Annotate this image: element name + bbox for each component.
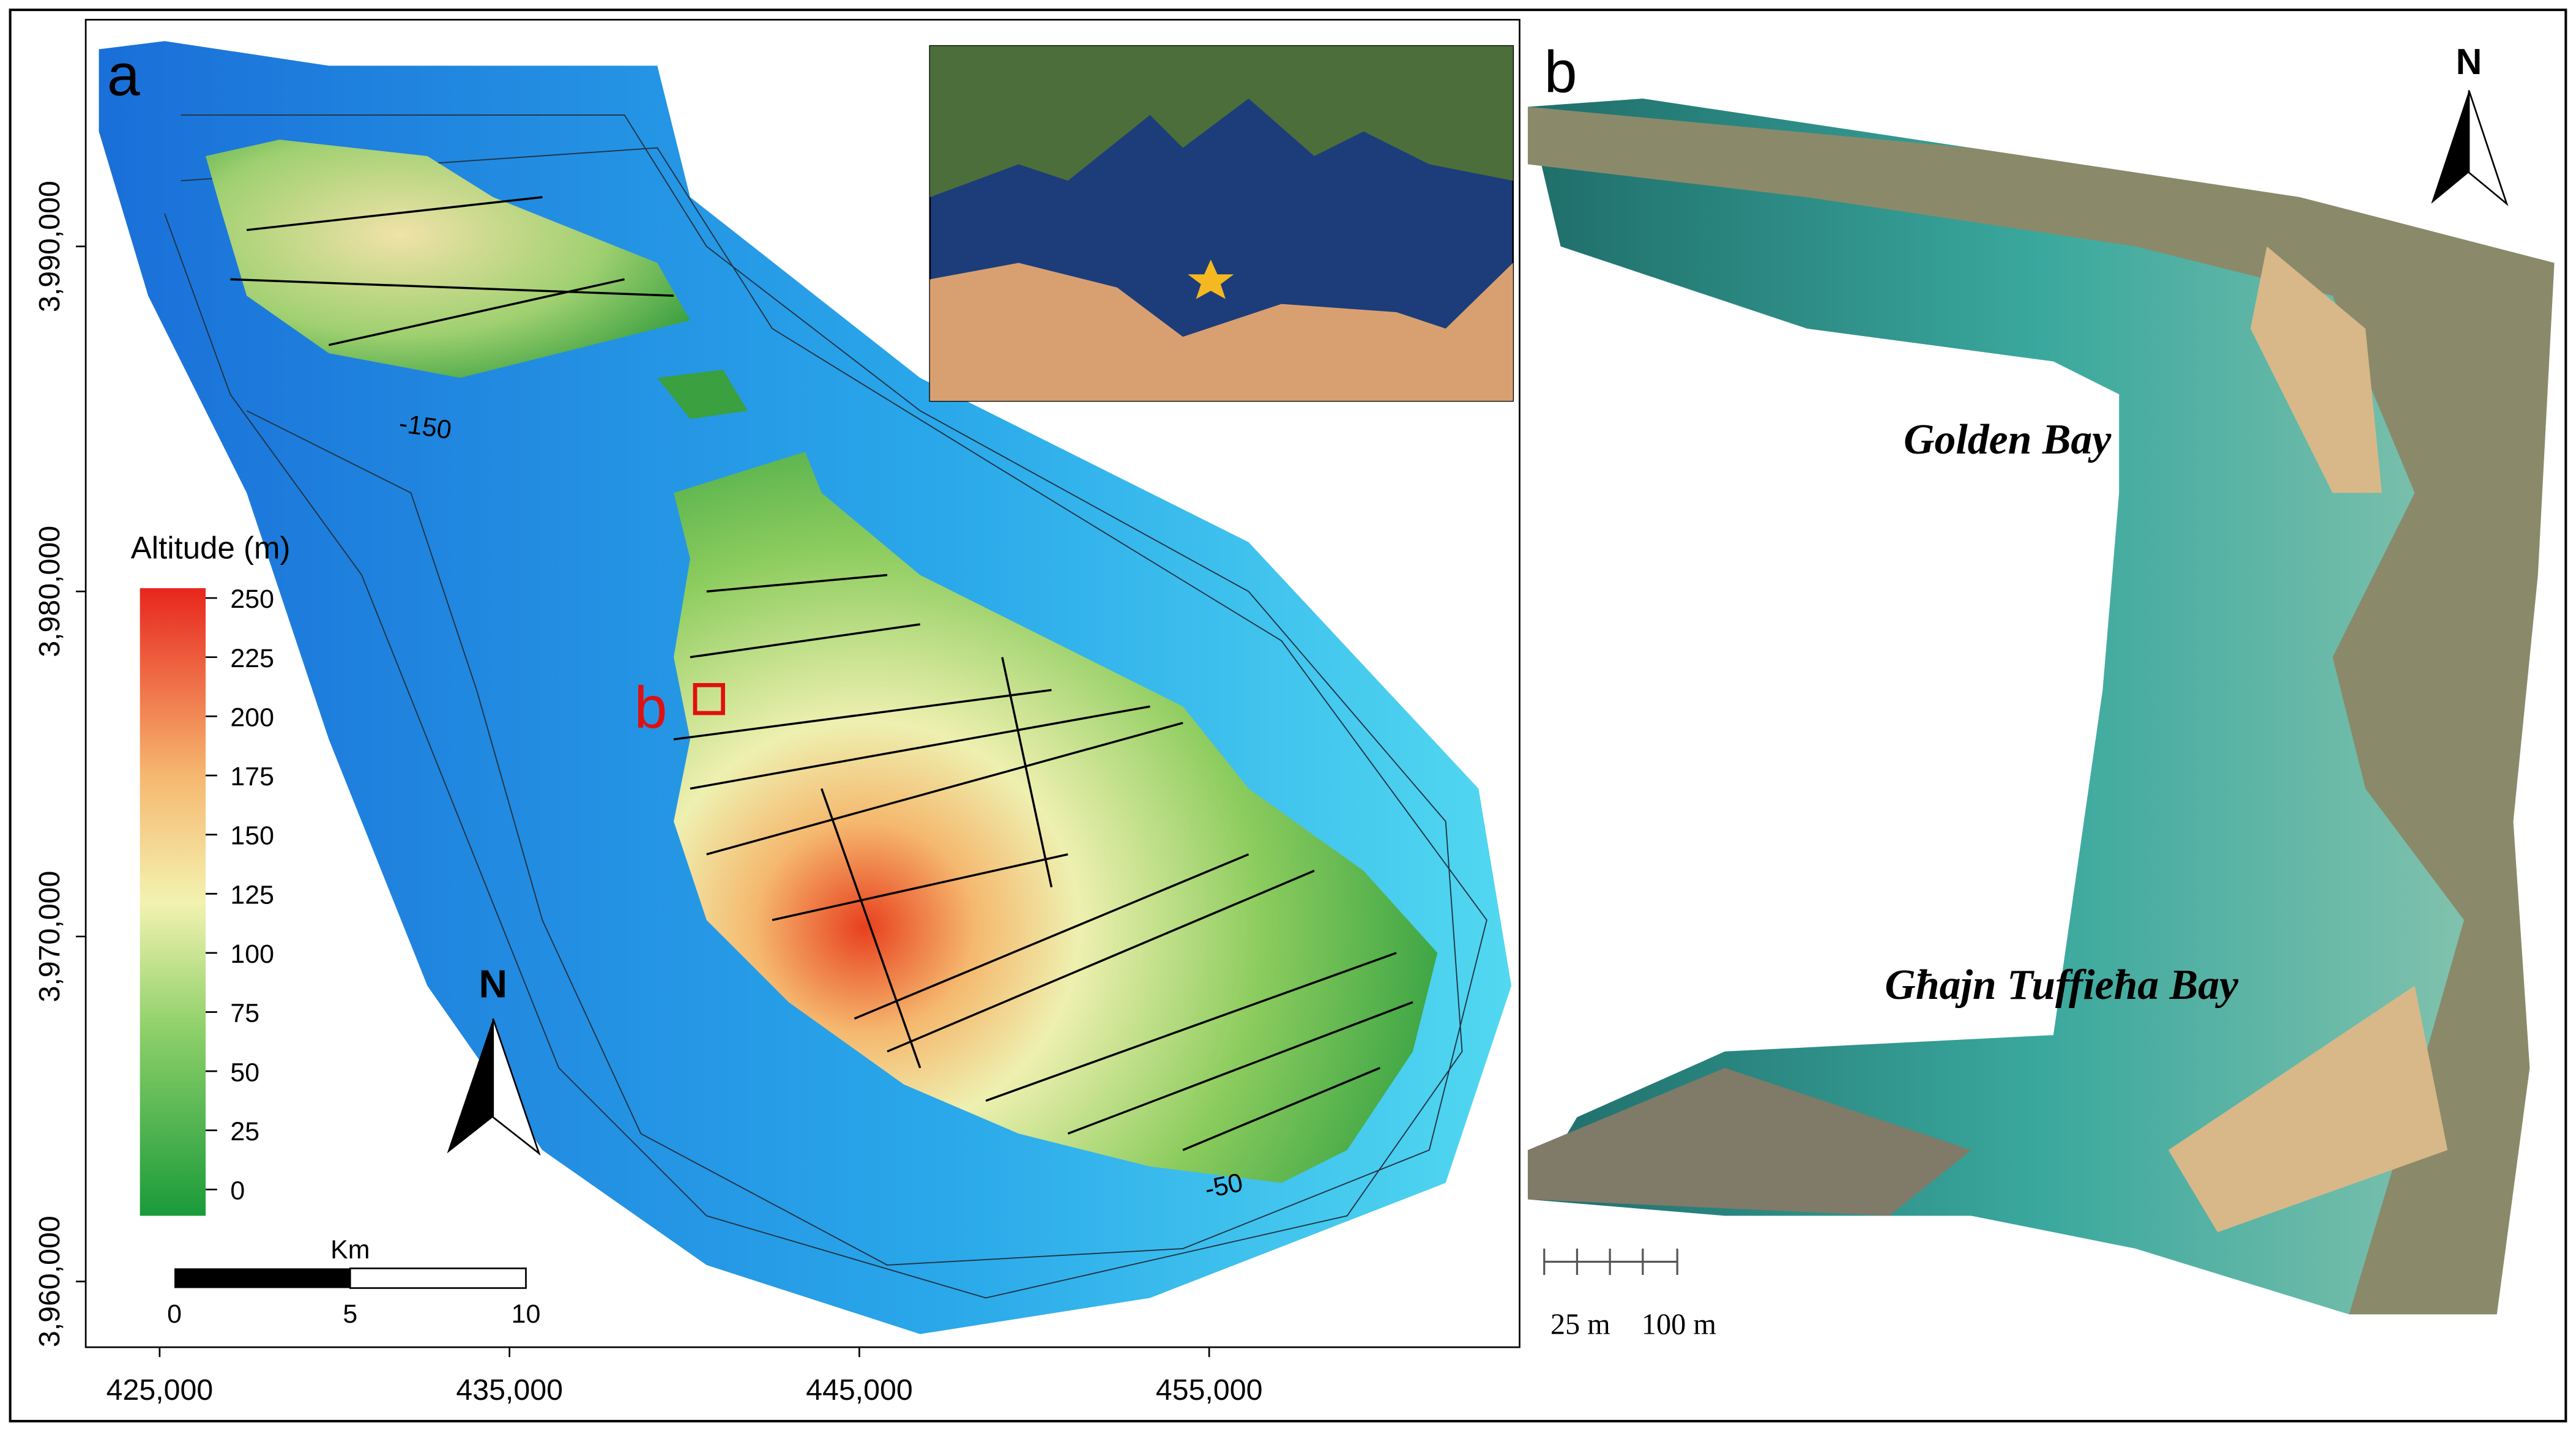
legend-tick-label: 150: [230, 821, 274, 851]
x-tick-label: 455,000: [1156, 1373, 1263, 1407]
contour: [181, 147, 1487, 1266]
place-label: Golden Bay: [1904, 416, 2112, 463]
x-tick-label: 445,000: [806, 1373, 913, 1407]
legend-title: Altitude (m): [131, 531, 291, 566]
legend-tick-label: 0: [230, 1176, 245, 1206]
axis-ticks: 425,000 435,000 445,000 455,000 3,990,000 3,9…: [33, 181, 1262, 1407]
inset-europe: [929, 46, 1513, 198]
photo-scale-bar: [1543, 1249, 1678, 1275]
panel-label: a: [107, 43, 140, 108]
comino: [657, 369, 748, 419]
contour: [164, 114, 1463, 1299]
scale-tick-label: 10: [512, 1299, 541, 1329]
x-tick-label: 425,000: [106, 1373, 214, 1407]
y-tick-label: 3,960,000: [33, 1216, 66, 1347]
site-marker: [693, 682, 725, 715]
scale-bar: [174, 1268, 351, 1288]
legend-tick-label: 250: [230, 585, 274, 614]
x-tick-label: 435,000: [456, 1373, 563, 1407]
photo-scale-label: 25 m: [1550, 1309, 1610, 1341]
figure-border: [9, 9, 2567, 1422]
malta: [674, 452, 1438, 1183]
beach: [2168, 246, 2448, 1233]
y-tick-label: 3,990,000: [33, 181, 66, 312]
y-tick-label: 3,970,000: [33, 871, 66, 1003]
north-arrow: [2431, 90, 2469, 204]
legend-tick-label: 25: [230, 1117, 259, 1146]
legend-tick-label: 125: [230, 880, 274, 910]
gozo: [206, 140, 690, 378]
scale-tick-label: 5: [343, 1299, 357, 1329]
inset-africa: [929, 263, 1513, 401]
rocks: [1527, 1067, 1971, 1216]
faults: [230, 196, 1413, 1151]
legend-tick-label: 200: [230, 703, 274, 732]
legend-tick-label: 75: [230, 999, 259, 1028]
north-label: N: [2456, 42, 2482, 82]
legend-tick-label: 100: [230, 940, 274, 969]
panel-label: b: [1544, 39, 1577, 105]
inset-star: [1188, 260, 1234, 299]
contour-label: -150: [397, 409, 453, 445]
coast-land: [1527, 106, 2555, 1315]
north-arrow: [2468, 90, 2509, 206]
y-tick-label: 3,980,000: [33, 526, 66, 657]
legend-tick-label: 175: [230, 762, 274, 791]
north-label: N: [479, 962, 508, 1006]
photo-scale-label: 100 m: [1642, 1309, 1716, 1341]
legend-colorbar: [140, 588, 206, 1216]
scale-tick-label: 0: [167, 1299, 182, 1329]
north-arrow: [492, 1018, 541, 1156]
place-label: Għajn Tuffieħa Bay: [1885, 962, 2239, 1009]
legend-tick-label: 50: [230, 1058, 259, 1087]
site-marker-label: b: [635, 675, 668, 741]
scale-unit: Km: [330, 1235, 370, 1265]
legend-tick-label: 225: [230, 644, 274, 673]
scale-ticks: 0 5 10: [167, 1299, 540, 1329]
scale-bar: [349, 1267, 527, 1289]
